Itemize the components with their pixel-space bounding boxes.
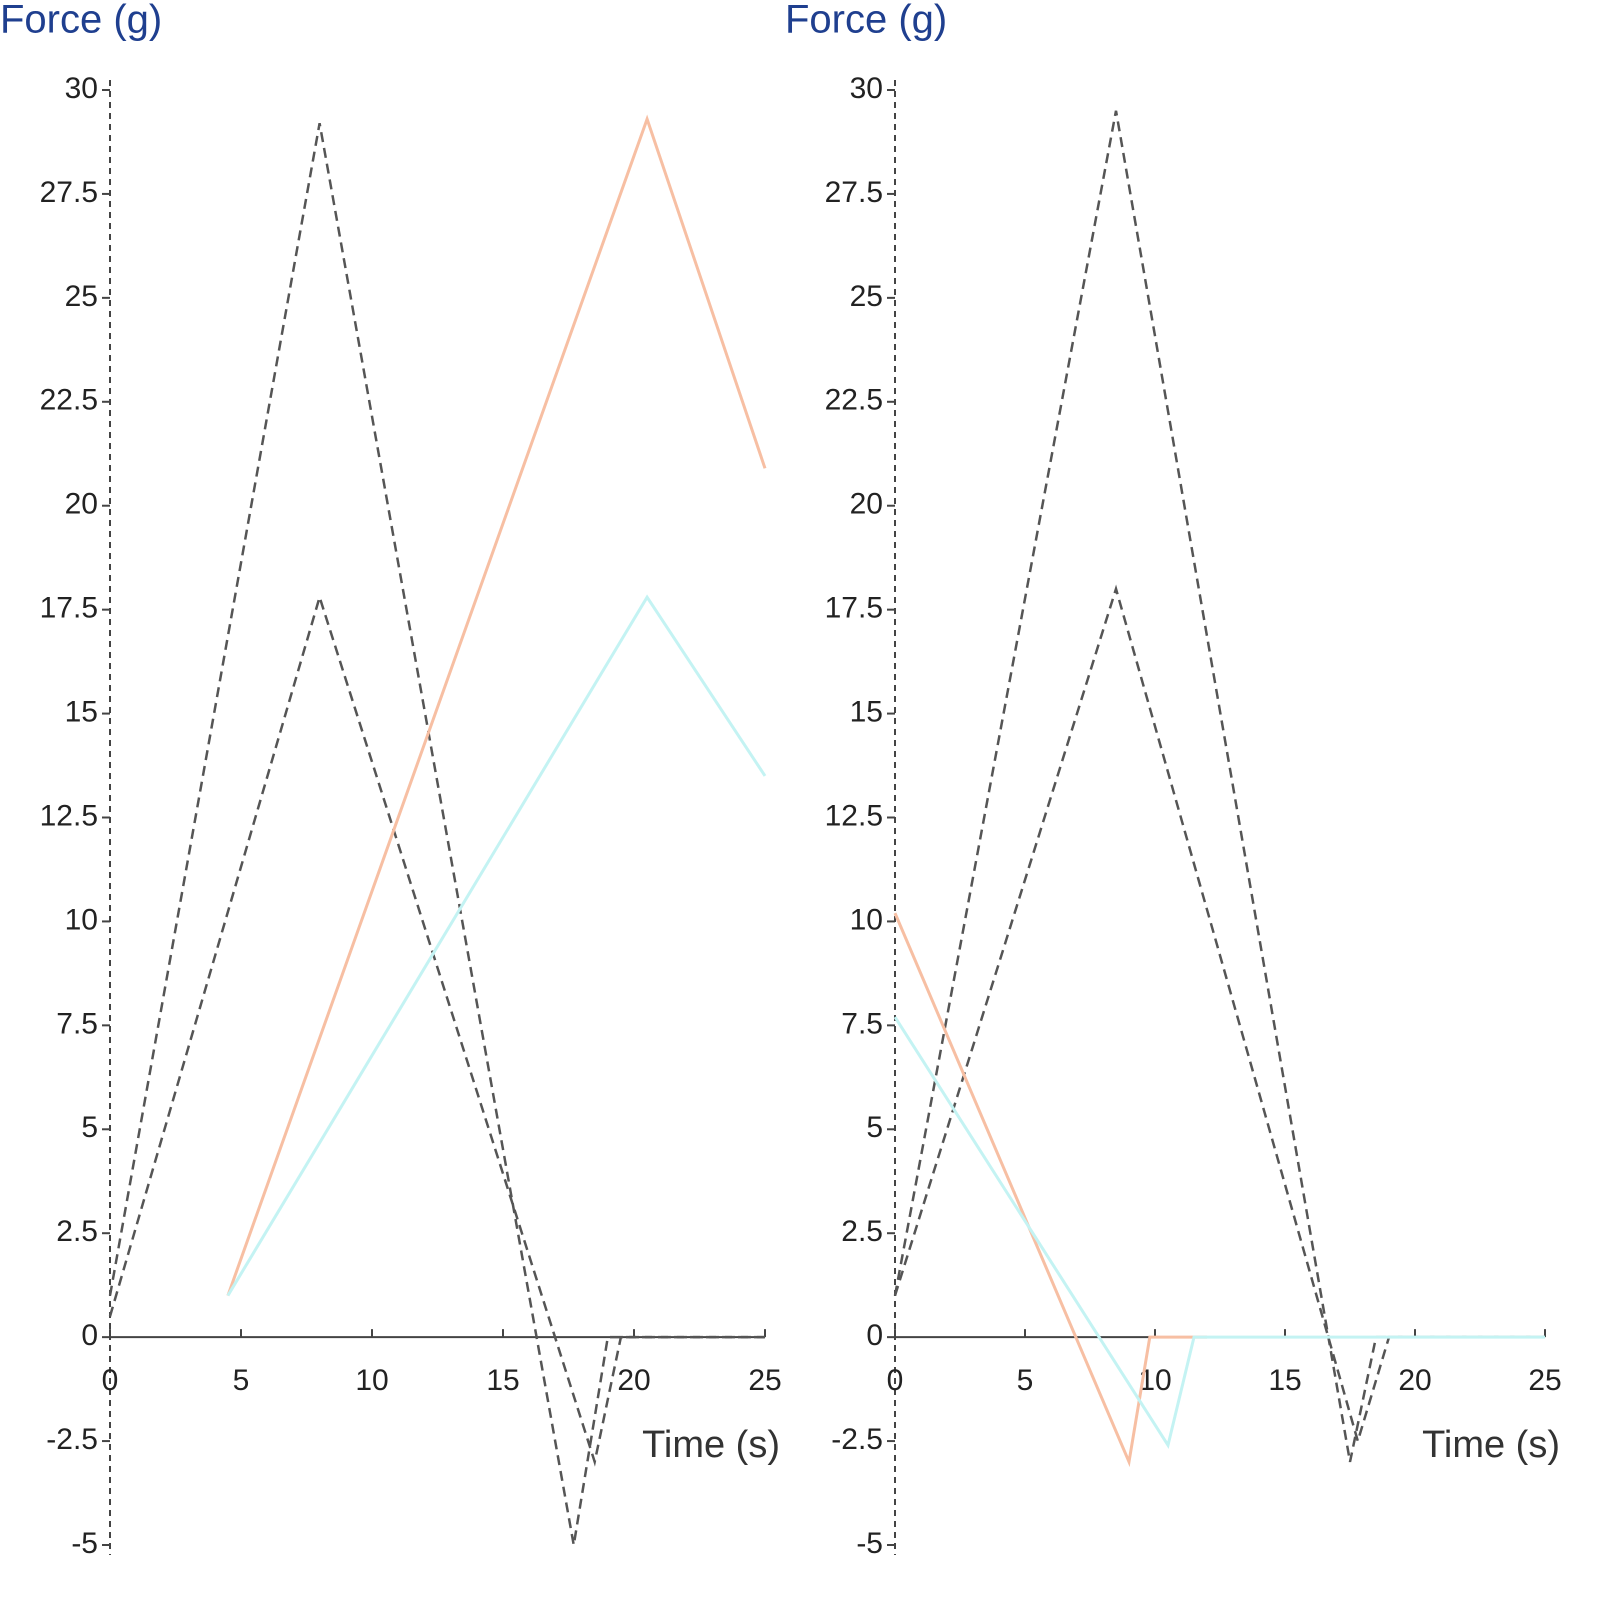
y-tick-label: 30	[850, 72, 883, 105]
y-tick-label: 20	[850, 488, 883, 521]
y-tick-label: 25	[65, 280, 98, 313]
x-tick-label: 20	[1398, 1364, 1431, 1397]
y-tick-label: 17.5	[40, 592, 98, 625]
y-tick-label: 5	[866, 1111, 883, 1144]
y-axis-label: Force (g)	[785, 0, 947, 42]
data-line	[893, 584, 1545, 1446]
y-tick-label: 30	[65, 72, 98, 105]
y-tick-label: -5	[856, 1527, 883, 1560]
x-tick-label: 5	[1017, 1364, 1034, 1397]
y-tick-label: -2.5	[46, 1423, 98, 1456]
y-tick-label: 7.5	[841, 1007, 883, 1040]
x-axis-label: Time (s)	[642, 1424, 780, 1466]
x-tick-label: 15	[486, 1364, 519, 1397]
y-tick-label: 0	[81, 1319, 98, 1352]
x-tick-label: 20	[617, 1364, 650, 1397]
x-tick-label: 10	[355, 1364, 388, 1397]
y-tick-label: 15	[65, 695, 98, 728]
y-tick-label: 20	[65, 488, 98, 521]
data-line	[226, 114, 767, 1297]
y-tick-label: 7.5	[56, 1007, 98, 1040]
data-line	[108, 592, 765, 1467]
data-line	[108, 123, 765, 1546]
x-tick-label: 15	[1268, 1364, 1301, 1397]
y-tick-label: 22.5	[825, 384, 883, 417]
y-tick-label: 27.5	[40, 176, 98, 209]
y-tick-label: 12.5	[40, 799, 98, 832]
y-axis-label: Force (g)	[0, 0, 162, 42]
x-tick-label: 25	[1528, 1364, 1561, 1397]
x-axis-label: Time (s)	[1422, 1424, 1560, 1466]
y-tick-label: 25	[850, 280, 883, 313]
x-tick-label: 0	[102, 1364, 119, 1397]
y-tick-label: 22.5	[40, 384, 98, 417]
y-tick-label: 12.5	[825, 799, 883, 832]
y-tick-label: -2.5	[831, 1423, 883, 1456]
y-tick-label: 17.5	[825, 592, 883, 625]
y-tick-label: 15	[850, 695, 883, 728]
x-tick-label: 0	[887, 1364, 904, 1397]
y-tick-label: 5	[81, 1111, 98, 1144]
y-tick-label: 2.5	[841, 1215, 883, 1248]
y-tick-label: 10	[65, 903, 98, 936]
y-tick-label: 0	[866, 1319, 883, 1352]
y-tick-label: 10	[850, 903, 883, 936]
data-line	[226, 594, 767, 1297]
y-tick-label: -5	[71, 1527, 98, 1560]
y-tick-label: 2.5	[56, 1215, 98, 1248]
x-tick-label: 5	[233, 1364, 250, 1397]
data-line	[893, 110, 1545, 1463]
data-line	[893, 1016, 1545, 1450]
y-tick-label: 27.5	[825, 176, 883, 209]
x-tick-label: 25	[748, 1364, 781, 1397]
